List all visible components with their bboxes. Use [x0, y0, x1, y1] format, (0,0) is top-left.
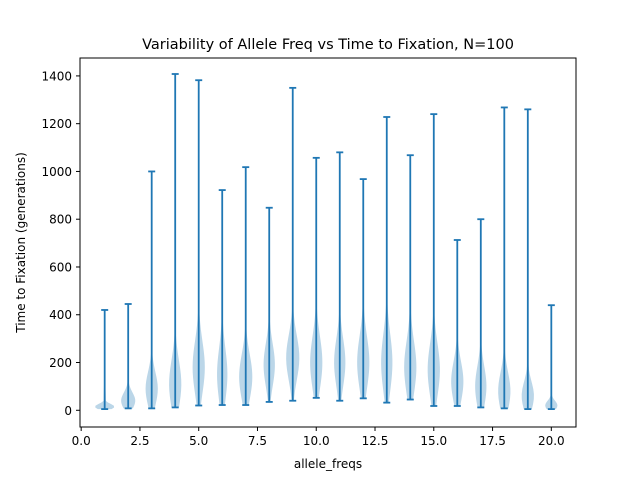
- violin-9: [286, 86, 300, 402]
- violin-1: [95, 309, 115, 410]
- violin-20: [545, 304, 558, 410]
- x-axis-ticks: 0.0 2.5 5.0 7.5 10.0 12.5 15.0 17.5 20.0: [72, 427, 565, 448]
- violin-4: [169, 73, 182, 409]
- x-axis-label: allele_freqs: [294, 457, 362, 471]
- violin-19: [521, 108, 534, 410]
- x-tick-label: 0.0: [72, 434, 91, 448]
- violin-8: [263, 206, 275, 403]
- y-tick-label: 1400: [41, 69, 72, 83]
- violin-7: [239, 166, 253, 406]
- y-tick-label: 0: [64, 404, 72, 418]
- y-tick-label: 400: [49, 308, 72, 322]
- violin-13: [381, 116, 393, 404]
- y-tick-label: 1000: [41, 165, 72, 179]
- violin-16: [451, 239, 464, 407]
- violin-11: [334, 151, 346, 402]
- y-tick-label: 200: [49, 356, 72, 370]
- x-tick-label: 10.0: [303, 434, 330, 448]
- violin-5: [192, 79, 205, 407]
- chart-title: Variability of Allele Freq vs Time to Fi…: [142, 37, 514, 53]
- violin-6: [217, 189, 228, 406]
- x-tick-label: 12.5: [362, 434, 389, 448]
- plot-frame: [79, 57, 577, 428]
- violin-10: [310, 156, 323, 399]
- y-tick-label: 1200: [41, 117, 72, 131]
- violin-12: [357, 178, 370, 400]
- violin-3: [145, 170, 158, 410]
- y-tick-label: 600: [49, 260, 72, 274]
- x-tick-label: 17.5: [479, 434, 506, 448]
- y-tick-label: 800: [49, 213, 72, 227]
- y-axis-ticks: 0 200 400 600 800 1000 1200 1400: [41, 69, 80, 418]
- x-tick-label: 7.5: [248, 434, 267, 448]
- x-tick-label: 20.0: [538, 434, 565, 448]
- violin-15: [427, 113, 440, 407]
- violin-14: [404, 154, 417, 401]
- violins-layer: [95, 73, 558, 410]
- x-tick-label: 2.5: [130, 434, 149, 448]
- y-axis-label: Time to Fixation (generations): [14, 152, 28, 334]
- violin-18: [498, 106, 511, 410]
- violin-2: [121, 303, 136, 410]
- x-tick-label: 15.0: [420, 434, 447, 448]
- x-tick-label: 5.0: [189, 434, 208, 448]
- violin-17: [475, 218, 487, 409]
